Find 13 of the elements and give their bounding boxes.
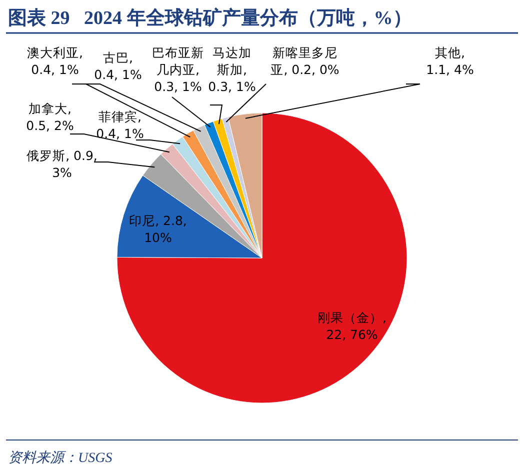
slice-label: 其他, 1.1, 4%	[426, 45, 474, 77]
slice-label: 俄罗斯, 0.9, 3%	[26, 148, 98, 180]
chart-title: 图表 29 2024 年全球钴矿产量分布（万吨，%）	[8, 7, 412, 29]
slice-label: 刚果（金）, 22, 76%	[318, 310, 386, 342]
slice-label: 印尼, 2.8, 10%	[129, 213, 187, 245]
slice-label: 古巴, 0.4, 1%	[94, 50, 142, 82]
slice-label: 新喀里多尼亚, 0.2, 0%	[270, 45, 340, 77]
slice-label: 加拿大, 0.5, 2%	[26, 101, 74, 133]
slice-label: 菲律宾, 0.4, 1%	[96, 109, 144, 141]
slice-label: 巴布亚新几内亚, 0.3, 1%	[152, 45, 204, 94]
text: 资料来源：USGS	[8, 450, 112, 466]
slice-label: 马达加斯加, 0.3, 1%	[208, 45, 256, 94]
slice-label: 澳大利亚, 0.4, 1%	[27, 45, 83, 77]
